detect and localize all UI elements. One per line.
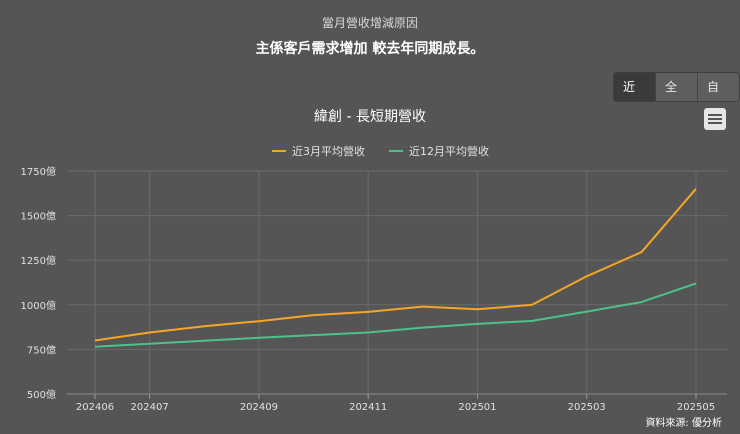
- range-selector: 近期 全部 自訂: [613, 72, 740, 102]
- x-tick-label: 202411: [349, 402, 387, 413]
- range-all-button[interactable]: 全部: [655, 73, 697, 101]
- revenue-reason-title: 當月營收增減原因: [321, 16, 418, 30]
- y-tick-label: 750億: [27, 343, 56, 356]
- y-tick-label: 1500億: [21, 210, 56, 223]
- chart-title: 緯創 - 長短期營收: [314, 109, 426, 125]
- hamburger-menu-icon[interactable]: [704, 108, 726, 130]
- x-tick-label: 202406: [76, 402, 114, 413]
- x-tick-label: 202503: [568, 402, 606, 413]
- legend-item-12m[interactable]: 近12月平均營收: [389, 143, 489, 159]
- chart-legend: 近3月平均營收 近12月平均營收: [272, 143, 489, 159]
- y-tick-label: 500億: [27, 388, 56, 401]
- x-tick-label: 202505: [677, 402, 715, 413]
- legend-label-12m: 近12月平均營收: [409, 145, 489, 158]
- data-source-credit: 資料來源: 優分析: [645, 418, 722, 429]
- x-tick-label: 202409: [240, 402, 278, 413]
- range-custom-button[interactable]: 自訂: [697, 73, 739, 101]
- y-tick-label: 1750億: [21, 165, 56, 178]
- series-line-3m: [94, 188, 697, 342]
- y-tick-label: 1000億: [21, 299, 56, 312]
- revenue-reason-text: 主係客戶需求增加 較去年同期成長。: [255, 41, 485, 57]
- legend-item-3m[interactable]: 近3月平均營收: [272, 143, 365, 159]
- x-tick-label: 202407: [131, 402, 169, 413]
- legend-label-3m: 近3月平均營收: [292, 145, 365, 158]
- range-recent-button[interactable]: 近期: [614, 73, 655, 101]
- series-line-12m: [94, 282, 697, 348]
- legend-swatch-3m: [272, 150, 286, 152]
- x-tick-label: 202501: [458, 402, 496, 413]
- y-tick-label: 1250億: [21, 254, 56, 267]
- legend-swatch-12m: [389, 150, 403, 152]
